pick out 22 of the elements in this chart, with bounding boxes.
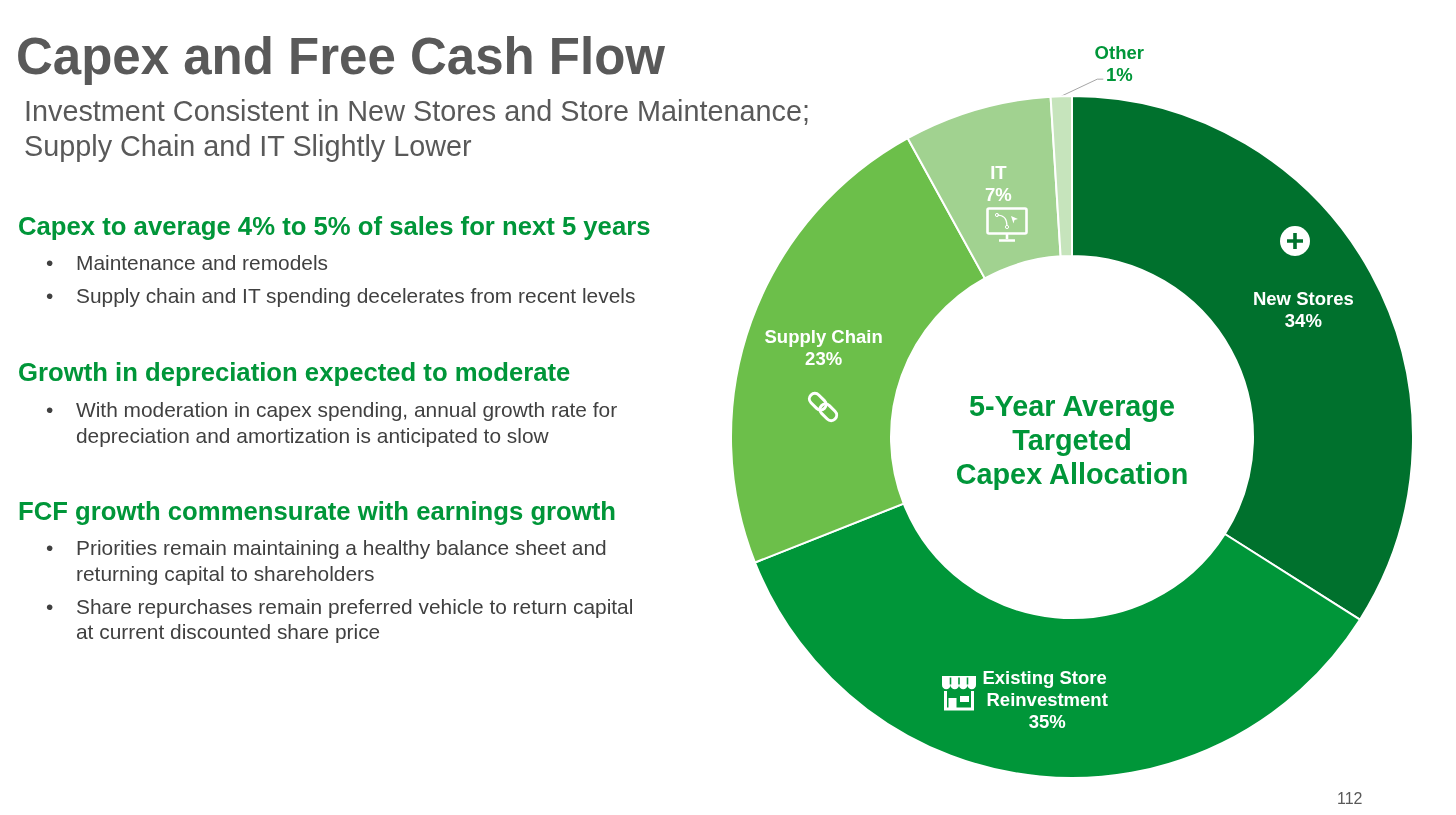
data-label: 34% [1284,310,1322,332]
data-label: 35% [1028,711,1066,733]
text: • Priorities remain maintaining a healthy balance sheet and returning capital to shareholders [46,535,608,586]
slice-label: Existing Store Reinvestment [982,667,1112,711]
text: Investment Consistent in New Stores and Store Maintenance; Supply Chain and IT Slightly Lower [24,94,811,164]
text: Capex to average 4% to 5% of sales for next 5 years [18,211,651,241]
text: Growth in depreciation expected to moderate [18,358,571,387]
slice-label: New Stores [1252,288,1354,310]
text: • With moderation in capex spending, annual growth rate for depreciation and amortization is anticipated to slow [46,397,619,448]
text: 112 [1337,790,1363,808]
chart-title: Capex and Free Cash Flow [16,27,666,86]
text: • Supply chain and IT spending decelerates from recent levels [46,283,637,309]
text: • Maintenance and remodels [46,250,329,276]
text: 5-Year Average Targeted Capex Allocation [954,389,1190,491]
slice-label: Other [1094,41,1144,63]
slice-label: IT [990,161,1008,183]
data-label: 1% [1105,63,1133,85]
data-label: 7% [984,183,1012,205]
data-label: 23% [805,348,843,370]
text: FCF growth commensurate with earnings growth [18,497,616,526]
slice-label: Supply Chain [764,326,883,348]
text: • Share repurchases remain preferred vehicle to return capital at current discounted share price [46,593,635,645]
